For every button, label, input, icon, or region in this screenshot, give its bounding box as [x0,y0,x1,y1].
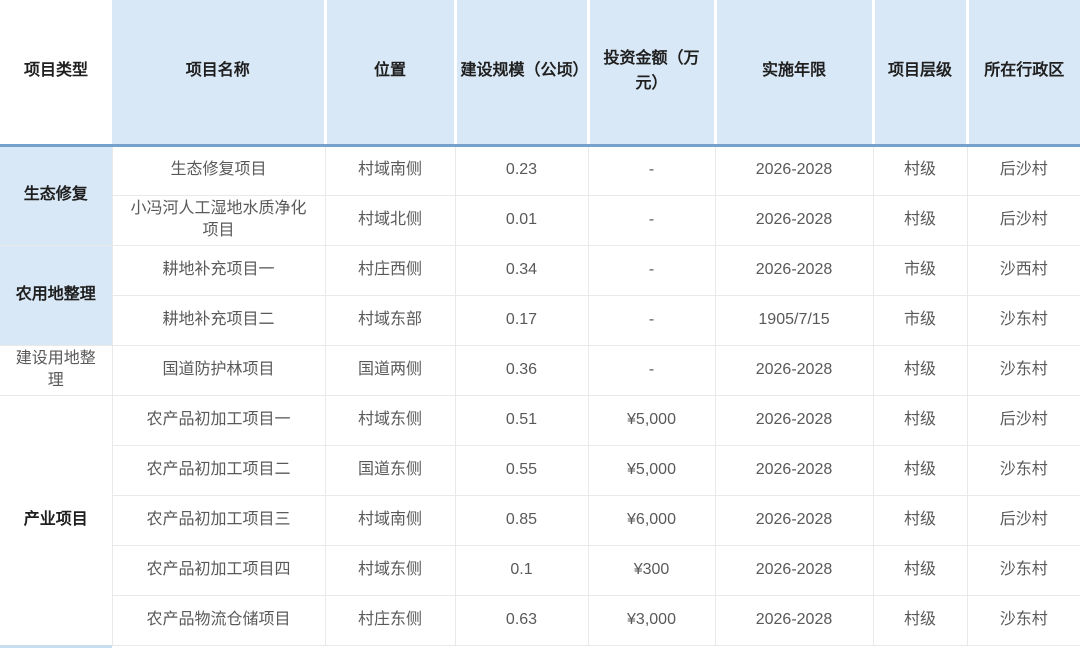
table-row: 农产品初加工项目三 村域南侧 0.85 ¥6,000 2026-2028 村级 后沙村 [0,494,1080,546]
table-row: 农产品初加工项目二 国道东侧 0.55 ¥5,000 2026-2028 村级 沙东村 [0,444,1080,496]
table-row: 农产品初加工项目四 村域东侧 0.1 ¥300 2026-2028 村级 沙东村 [0,544,1080,596]
cell-scale: 0.51 [454,394,589,446]
cell-project-name: 国道防护林项目 [111,344,326,396]
cell-investment: ¥3,000 [587,594,716,646]
table-row: 产业项目 农产品初加工项目一 村域东侧 0.51 ¥5,000 2026-2028 村级 后沙… [0,394,1080,646]
cell-district: 沙东村 [966,294,1080,346]
cell-district: 后沙村 [966,194,1080,246]
cell-location: 国道两侧 [324,344,456,396]
group-cell-project-type: 产业项目 [0,394,113,646]
cell-years: 2026-2028 [714,444,874,496]
cell-investment: - [587,194,716,246]
table-row: 建设用地整理 国道防护林项目 国道两侧 0.36-2026-2028 村级 沙东村 [0,344,1080,396]
cell-scale: 0.36 [454,344,589,396]
cell-project-name: 农产品物流仓储项目 [112,594,326,646]
cell-project-name: 农产品初加工项目一 [111,394,326,446]
cell-investment: - [587,294,716,346]
cell-scale: 0.55 [454,444,589,496]
cell-years: 2026-2028 [714,394,874,446]
group-cell-project-type: 生态修复 [0,144,113,246]
cell-years: 2026-2028 [714,594,874,646]
cell-investment: ¥5,000 [587,444,716,496]
cell-district: 沙西村 [966,244,1080,296]
cell-district: 沙东村 [966,594,1080,646]
cell-investment: ¥300 [587,544,716,596]
column-header-location: 位置 [325,0,457,147]
cell-investment: ¥6,000 [587,494,716,546]
cell-district: 后沙村 [966,394,1080,446]
cell-location: 村域东部 [324,294,456,346]
cell-district: 后沙村 [966,144,1080,196]
cell-project-name: 耕地补充项目一 [111,244,326,296]
table-row: 耕地补充项目二 村域东部 0.17-1905/7/15 市级 沙东村 [0,294,1080,346]
cell-investment: - [587,144,716,196]
cell-years: 2026-2028 [714,244,874,296]
header-row: 项目类型 项目名称 位置 建设规模（公顷） 投资金额（万元） 实施年限 项目层级 所在行政区 [0,0,1080,147]
column-header-investment: 投资金额（万元） [588,0,717,147]
cell-level: 村级 [872,544,968,596]
cell-district: 沙东村 [966,544,1080,596]
cell-years: 2026-2028 [714,194,874,246]
cell-location: 村庄西侧 [324,244,456,296]
cell-level: 村级 [872,444,968,496]
cell-level: 村级 [872,594,968,646]
cell-project-name: 农产品初加工项目四 [112,544,326,596]
table-body: 生态修复 生态修复项目 村域南侧 0.23-2026-2028 村级 后沙村 小冯河人工湿地… [0,144,1080,646]
cell-district: 沙东村 [966,444,1080,496]
cell-location: 村域北侧 [324,194,456,246]
column-header-level: 项目层级 [873,0,969,147]
cell-level: 村级 [872,344,968,396]
cell-years: 1905/7/15 [714,294,874,346]
column-header-project-type: 项目类型 [0,0,112,147]
cell-project-name: 生态修复项目 [111,144,326,196]
cell-project-name: 农产品初加工项目二 [112,444,326,496]
column-header-years: 实施年限 [715,0,875,147]
cell-years: 2026-2028 [714,494,874,546]
first-column-bottom-strip [0,645,112,648]
cell-district: 沙东村 [966,344,1080,396]
cell-level: 村级 [872,494,968,546]
cell-location: 国道东侧 [324,444,456,496]
cell-project-name: 农产品初加工项目三 [112,494,326,546]
cell-level: 村级 [872,194,968,246]
table-row: 农用地整理 耕地补充项目一 村庄西侧 0.34-2026-2028 市级 沙西村 [0,244,1080,346]
cell-scale: 0.85 [454,494,589,546]
cell-years: 2026-2028 [714,344,874,396]
group-cell-project-type: 建设用地整理 [0,344,113,396]
table-row: 生态修复 生态修复项目 村域南侧 0.23-2026-2028 村级 后沙村 [0,144,1080,246]
cell-location: 村域南侧 [324,494,456,546]
cell-scale: 0.01 [454,194,589,246]
cell-scale: 0.17 [454,294,589,346]
cell-level: 村级 [872,144,968,196]
cell-project-name: 耕地补充项目二 [112,294,326,346]
cell-scale: 0.1 [454,544,589,596]
table-row: 农产品物流仓储项目 村庄东侧 0.63 ¥3,000 2026-2028 村级 沙东村 [0,594,1080,646]
table-row: 小冯河人工湿地水质净化项目 村域北侧 0.01-2026-2028 村级 后沙村 [0,194,1080,246]
cell-project-name: 小冯河人工湿地水质净化项目 [112,194,326,246]
cell-years: 2026-2028 [714,544,874,596]
cell-location: 村域南侧 [324,144,456,196]
column-header-project-name: 项目名称 [112,0,327,147]
cell-level: 村级 [872,394,968,446]
column-header-scale: 建设规模（公顷） [455,0,590,147]
cell-district: 后沙村 [966,494,1080,546]
cell-scale: 0.63 [454,594,589,646]
cell-location: 村庄东侧 [324,594,456,646]
cell-investment: ¥5,000 [587,394,716,446]
cell-scale: 0.34 [454,244,589,296]
group-cell-project-type: 农用地整理 [0,244,113,346]
cell-location: 村域东侧 [324,544,456,596]
cell-investment: - [587,244,716,296]
cell-years: 2026-2028 [714,144,874,196]
cell-location: 村域东侧 [324,394,456,446]
column-header-district: 所在行政区 [967,0,1080,147]
cell-level: 市级 [872,294,968,346]
cell-level: 市级 [872,244,968,296]
cell-scale: 0.23 [454,144,589,196]
cell-investment: - [587,344,716,396]
